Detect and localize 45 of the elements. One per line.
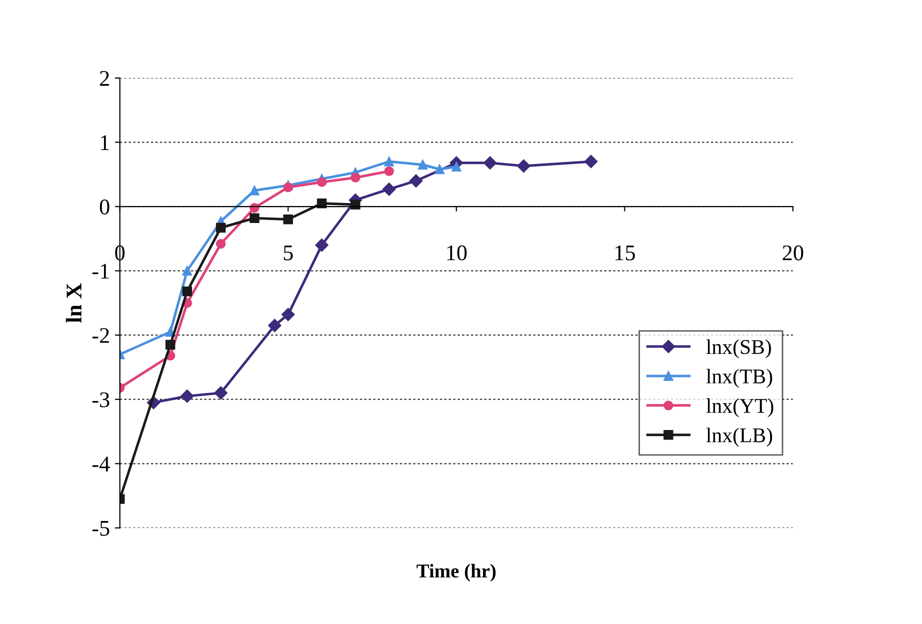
- point: [283, 214, 293, 224]
- point: [452, 162, 462, 172]
- point: [418, 160, 428, 170]
- y-tick-label: -3: [92, 392, 110, 408]
- x-tick-label: 20: [782, 245, 804, 260]
- point: [434, 164, 444, 174]
- point: [384, 156, 394, 166]
- point: [250, 213, 260, 223]
- point: [182, 286, 192, 296]
- point: [350, 200, 360, 210]
- legend-label: lnx(TB): [706, 368, 772, 388]
- point: [483, 156, 497, 170]
- y-axis-title: ln X: [66, 283, 82, 323]
- point: [517, 159, 530, 173]
- x-tick-label: 10: [447, 245, 467, 260]
- legend-label: lnx(YT): [706, 398, 774, 418]
- legend-label: lnx(LB): [706, 428, 772, 447]
- point: [216, 222, 226, 233]
- point: [282, 308, 295, 322]
- y-tick-label: 1: [100, 135, 109, 150]
- x-axis-title: Time (hr): [416, 564, 496, 582]
- y-tick-label: -4: [92, 456, 110, 472]
- point: [283, 182, 293, 192]
- y-tick-label: 2: [100, 70, 109, 86]
- point: [382, 182, 396, 196]
- point: [268, 318, 282, 332]
- y-tick-label: 0: [100, 199, 110, 214]
- point: [180, 390, 194, 403]
- x-tick-label: 5: [284, 246, 293, 260]
- point: [214, 386, 228, 400]
- point: [216, 238, 226, 249]
- point: [315, 238, 328, 252]
- point: [165, 340, 176, 350]
- point: [316, 177, 327, 187]
- point: [250, 186, 260, 196]
- x-tick-label: 15: [616, 245, 635, 260]
- y-tick-label: -5: [92, 521, 110, 536]
- point: [584, 154, 598, 168]
- point: [350, 172, 360, 182]
- point: [182, 266, 192, 276]
- y-tick-label: -2: [92, 328, 109, 343]
- point: [409, 174, 423, 188]
- point: [384, 166, 394, 176]
- legend-label: lnx(SB): [706, 339, 771, 358]
- y-tick-label: -1: [92, 264, 109, 279]
